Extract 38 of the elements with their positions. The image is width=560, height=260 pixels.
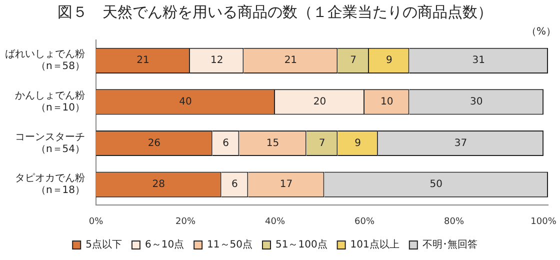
- legend-label: 11～50点: [207, 238, 253, 251]
- legend-label: 51～100点: [276, 238, 328, 251]
- data-label: 10: [380, 96, 394, 108]
- legend-label: 101点以上: [350, 238, 400, 251]
- chart-title: 図５ 天然でん粉を用いる商品の数（１企業当たりの商品点数）: [58, 2, 492, 21]
- x-tick-label: 60%: [354, 216, 375, 227]
- data-label: 6: [232, 179, 238, 190]
- data-label: 12: [210, 55, 224, 66]
- data-label: 9: [386, 55, 392, 66]
- legend-label: 5点以下: [86, 238, 122, 251]
- data-label: 30: [470, 96, 483, 108]
- legend-label: 不明･無回答: [422, 238, 478, 251]
- legend-label: 6～10点: [144, 238, 184, 251]
- data-label: 21: [136, 55, 150, 66]
- x-tick-label: 80%: [444, 216, 464, 227]
- x-tick-label: 40%: [265, 216, 286, 227]
- data-label: 21: [284, 55, 298, 66]
- y-tick-label: かんしょでん粉（n＝10）: [15, 90, 85, 114]
- x-tick-label: 20%: [175, 216, 196, 227]
- data-label: 7: [350, 55, 357, 66]
- y-tick-label: ばれいしょでん粉（n＝58）: [5, 48, 85, 72]
- data-label: 40: [179, 96, 192, 108]
- y-tick-label: タピオカでん粉（n＝18）: [15, 172, 85, 196]
- data-label: 9: [354, 138, 361, 149]
- data-label: 28: [152, 179, 166, 190]
- data-label: 7: [318, 138, 326, 149]
- data-label: 26: [148, 138, 161, 149]
- data-label: 17: [280, 179, 293, 190]
- data-label: 31: [472, 55, 485, 66]
- y-tick-label: コーンスターチ（n＝54）: [15, 132, 85, 155]
- data-label: 37: [454, 138, 468, 149]
- data-label: 20: [313, 96, 326, 108]
- data-label: 50: [430, 179, 442, 190]
- x-tick-label: 100%: [530, 216, 557, 227]
- x-tick-label: 0%: [88, 216, 104, 227]
- data-label: 15: [266, 138, 280, 149]
- text: （%）: [526, 26, 556, 38]
- data-label: 6: [222, 138, 229, 149]
